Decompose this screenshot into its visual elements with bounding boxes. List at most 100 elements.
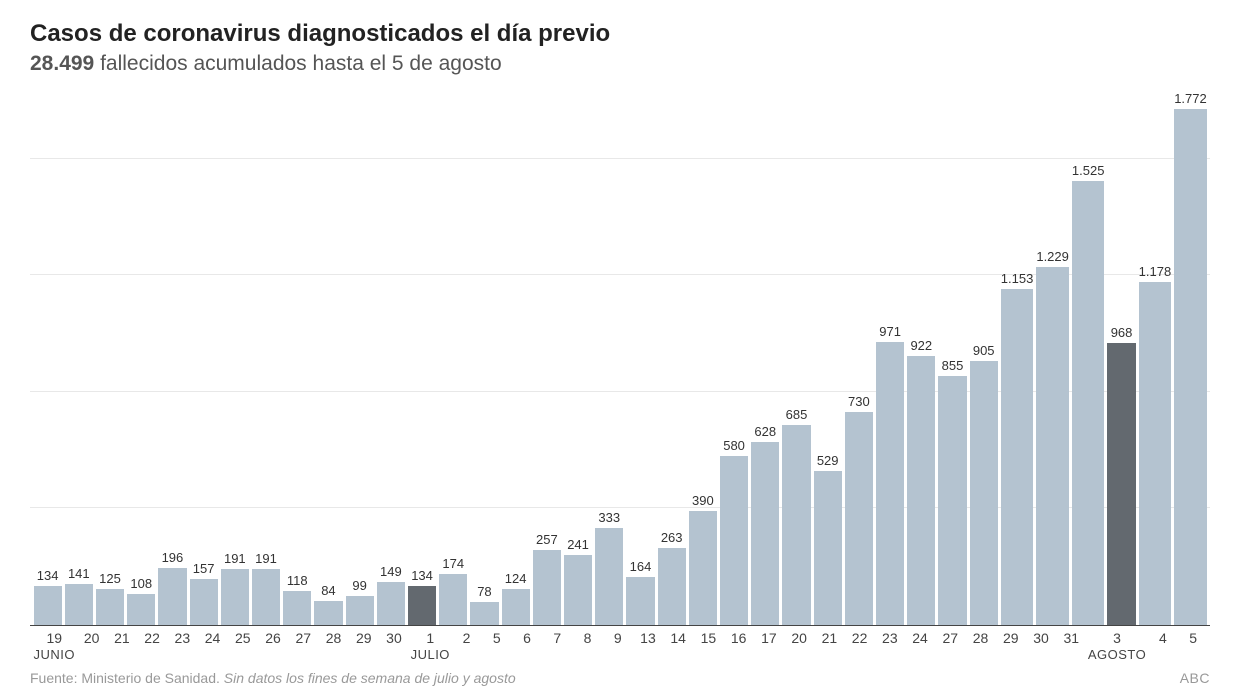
bar-value-label: 263 xyxy=(661,530,683,545)
bar-rect xyxy=(158,568,186,625)
bar-rect xyxy=(564,555,592,625)
x-tick: 30 xyxy=(1027,630,1054,662)
x-tick: 17 xyxy=(755,630,782,662)
bar-value-label: 1.525 xyxy=(1072,163,1105,178)
x-tick-month: JULIO xyxy=(411,647,450,662)
x-tick: 6 xyxy=(513,630,540,662)
bar-slot: 855 xyxy=(938,86,966,625)
x-tick: 2 xyxy=(453,630,480,662)
bar-value-label: 333 xyxy=(598,510,620,525)
bar-rect xyxy=(1072,181,1105,625)
x-tick: 21 xyxy=(108,630,135,662)
x-tick-day: 23 xyxy=(876,630,903,646)
x-tick-day: 17 xyxy=(755,630,782,646)
bar-slot: 99 xyxy=(346,86,374,625)
x-tick: 22 xyxy=(846,630,873,662)
x-tick: 7 xyxy=(544,630,571,662)
bar-rect xyxy=(814,471,842,625)
bar-slot: 1.525 xyxy=(1072,86,1105,625)
x-tick-day: 24 xyxy=(199,630,226,646)
x-tick-day: 4 xyxy=(1149,630,1176,646)
bar-value-label: 157 xyxy=(193,561,215,576)
bar-rect xyxy=(845,412,873,625)
bar-value-label: 905 xyxy=(973,343,995,358)
bar-slot: 580 xyxy=(720,86,748,625)
bar-slot: 263 xyxy=(658,86,686,625)
bar-value-label: 78 xyxy=(477,584,491,599)
footer-source: Fuente: Ministerio de Sanidad. xyxy=(30,670,224,686)
x-tick-day: 1 xyxy=(411,630,450,646)
subtitle-rest: fallecidos acumulados hasta el 5 de agos… xyxy=(94,52,501,75)
bar-rect xyxy=(658,548,686,625)
x-tick-day: 22 xyxy=(846,630,873,646)
chart-footer: Fuente: Ministerio de Sanidad. Sin datos… xyxy=(30,670,1210,686)
x-tick: 19JUNIO xyxy=(34,630,76,662)
x-tick-day: 25 xyxy=(229,630,256,646)
x-tick-day: 5 xyxy=(1179,630,1206,646)
bar-slot: 196 xyxy=(158,86,186,625)
x-tick-day: 29 xyxy=(997,630,1024,646)
x-tick-month: AGOSTO xyxy=(1088,647,1146,662)
bar-slot: 922 xyxy=(907,86,935,625)
x-tick: 29 xyxy=(350,630,377,662)
bar-slot: 118 xyxy=(283,86,311,625)
bar-rect xyxy=(1139,282,1172,625)
bar-value-label: 241 xyxy=(567,537,589,552)
bar-slot: 191 xyxy=(221,86,249,625)
chart-container: Casos de coronavirus diagnosticados el d… xyxy=(30,20,1210,678)
bar-rect xyxy=(127,594,155,625)
bar-rect xyxy=(408,586,436,625)
bar-slot: 333 xyxy=(595,86,623,625)
x-tick: 24 xyxy=(199,630,226,662)
x-tick: 25 xyxy=(229,630,256,662)
bar-value-label: 922 xyxy=(910,338,932,353)
bar-slot: 390 xyxy=(689,86,717,625)
bar-value-label: 580 xyxy=(723,438,745,453)
bar-rect xyxy=(65,584,93,625)
x-tick: 20 xyxy=(78,630,105,662)
x-tick-day: 22 xyxy=(138,630,165,646)
bar-rect xyxy=(34,586,62,625)
x-tick-day: 28 xyxy=(320,630,347,646)
bar-slot: 968 xyxy=(1107,86,1135,625)
x-tick: 29 xyxy=(997,630,1024,662)
bar-slot: 1.153 xyxy=(1001,86,1034,625)
bar-slot: 125 xyxy=(96,86,124,625)
bar-value-label: 529 xyxy=(817,453,839,468)
bar-rect xyxy=(96,589,124,625)
bar-slot: 1.178 xyxy=(1139,86,1172,625)
bar-slot: 164 xyxy=(626,86,654,625)
bar-slot: 157 xyxy=(190,86,218,625)
x-tick: 3AGOSTO xyxy=(1088,630,1146,662)
chart-subtitle: 28.499 fallecidos acumulados hasta el 5 … xyxy=(30,52,1210,76)
x-tick-day: 20 xyxy=(786,630,813,646)
bar-rect xyxy=(533,550,561,625)
bar-rect xyxy=(439,574,467,625)
bar-value-label: 149 xyxy=(380,564,402,579)
x-tick: 13 xyxy=(634,630,661,662)
bar-slot: 174 xyxy=(439,86,467,625)
x-tick-day: 15 xyxy=(695,630,722,646)
x-tick-month: JUNIO xyxy=(34,647,76,662)
x-tick: 1JULIO xyxy=(411,630,450,662)
bar-rect xyxy=(720,456,748,625)
bar-slot: 134 xyxy=(408,86,436,625)
bar-rect xyxy=(907,356,935,625)
x-tick-day: 26 xyxy=(259,630,286,646)
x-tick: 31 xyxy=(1058,630,1085,662)
bar-rect xyxy=(1036,267,1069,625)
x-tick-day: 2 xyxy=(453,630,480,646)
bar-value-label: 855 xyxy=(942,358,964,373)
bar-slot: 78 xyxy=(470,86,498,625)
x-tick: 26 xyxy=(259,630,286,662)
footer-note: Sin datos los fines de semana de julio y… xyxy=(224,670,516,686)
x-tick: 5 xyxy=(483,630,510,662)
x-tick: 27 xyxy=(937,630,964,662)
bar-value-label: 971 xyxy=(879,324,901,339)
bar-slot: 108 xyxy=(127,86,155,625)
bar-value-label: 1.229 xyxy=(1036,249,1069,264)
bar-value-label: 141 xyxy=(68,566,90,581)
bar-slot: 141 xyxy=(65,86,93,625)
x-tick: 9 xyxy=(604,630,631,662)
x-tick: 23 xyxy=(169,630,196,662)
